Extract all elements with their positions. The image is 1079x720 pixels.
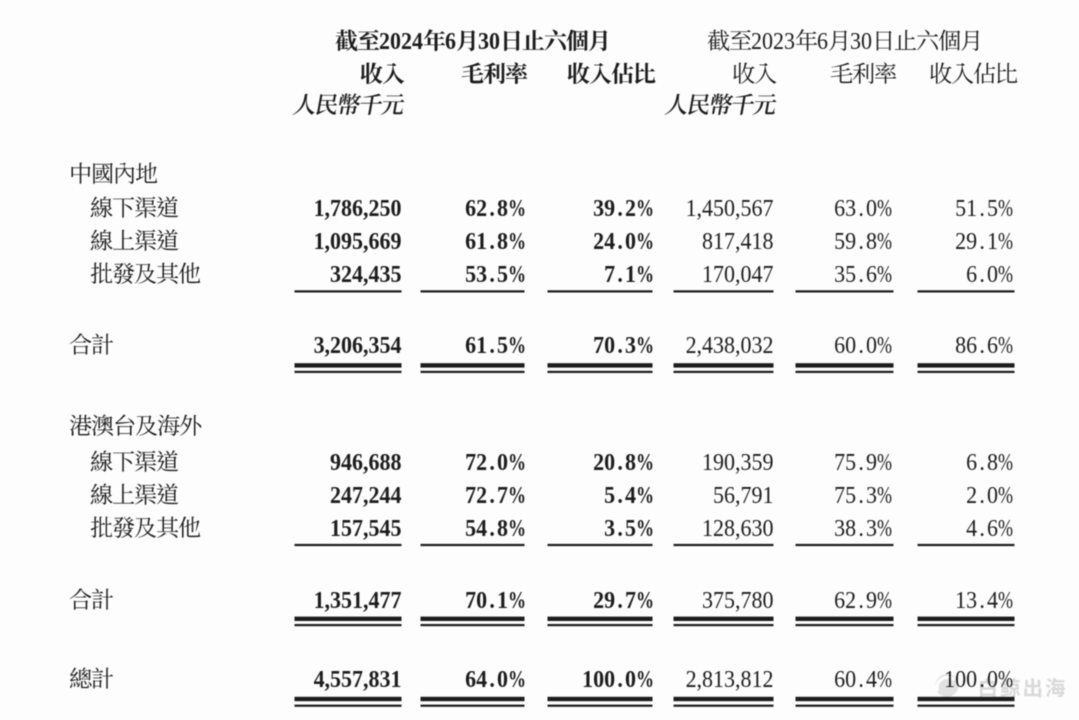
- svg-text:%: %: [508, 586, 526, 613]
- svg-text:72.7: 72.7: [465, 482, 508, 509]
- svg-text:%: %: [998, 586, 1013, 613]
- svg-text:%: %: [877, 260, 892, 287]
- svg-text:%: %: [636, 194, 654, 221]
- svg-text:%: %: [508, 331, 526, 358]
- svg-text:6.0: 6. 0: [966, 261, 998, 288]
- svg-text:2,813,812: 2,813,812: [686, 666, 774, 693]
- svg-text:1,351,477: 1,351,477: [314, 587, 402, 614]
- svg-text:%: %: [877, 481, 892, 508]
- svg-text:1,786,250: 1,786,250: [314, 195, 402, 222]
- svg-text:2024: 2024: [379, 28, 423, 55]
- svg-text:%: %: [998, 260, 1013, 287]
- svg-text:%: %: [998, 448, 1013, 475]
- svg-text:53.5: 53.5: [465, 261, 508, 288]
- svg-text:29.1: 29. 1: [955, 228, 998, 255]
- svg-text:%: %: [877, 665, 892, 692]
- svg-text:190,359: 190,359: [702, 449, 773, 476]
- svg-text:2023: 2023: [751, 28, 795, 55]
- svg-text:3,206,354: 3,206,354: [314, 332, 402, 359]
- svg-text:%: %: [636, 448, 654, 475]
- svg-text:5.4: 5. 4: [604, 482, 636, 509]
- svg-text:29.7: 29. 7: [593, 587, 636, 614]
- svg-text:%: %: [508, 448, 526, 475]
- svg-text:7.1: 7. 1: [604, 261, 636, 288]
- svg-text:817,418: 817,418: [702, 228, 773, 255]
- svg-text:324,435: 324,435: [330, 261, 401, 288]
- svg-text:%: %: [877, 586, 892, 613]
- svg-text:375,780: 375,780: [702, 587, 773, 614]
- svg-text:%: %: [636, 665, 654, 692]
- svg-text:%: %: [998, 665, 1013, 692]
- svg-text:60.4: 60. 4: [834, 666, 877, 693]
- svg-text:2,438,032: 2,438,032: [686, 332, 774, 359]
- svg-text:%: %: [877, 331, 892, 358]
- svg-text:60.0: 60. 0: [834, 332, 877, 359]
- svg-text:6: 6: [817, 28, 828, 55]
- svg-text:%: %: [636, 260, 654, 287]
- svg-text:%: %: [508, 227, 526, 254]
- svg-text:20.8: 20. 8: [593, 449, 636, 476]
- svg-text:62.8: 62.8: [465, 195, 508, 222]
- svg-text:38.3: 38. 3: [834, 515, 877, 542]
- svg-text:24.0: 24. 0: [593, 228, 636, 255]
- svg-text:86.6: 86. 6: [955, 332, 998, 359]
- svg-text:39.2: 39. 2: [593, 195, 636, 222]
- svg-text:%: %: [998, 227, 1013, 254]
- svg-text:3.5: 3. 5: [604, 515, 636, 542]
- svg-text:70.3: 70. 3: [593, 332, 636, 359]
- svg-text:51.5: 51. 5: [955, 195, 998, 222]
- svg-text:%: %: [998, 194, 1013, 221]
- svg-text:%: %: [636, 514, 654, 541]
- svg-text:100.0: 100. 0: [582, 666, 636, 693]
- svg-text:%: %: [636, 331, 654, 358]
- svg-text:62.9: 62. 9: [834, 587, 877, 614]
- svg-text:%: %: [998, 481, 1013, 508]
- svg-text:%: %: [998, 514, 1013, 541]
- svg-text:%: %: [636, 481, 654, 508]
- svg-text:6: 6: [445, 28, 456, 55]
- svg-text:%: %: [508, 194, 526, 221]
- svg-text:4,557,831: 4,557,831: [314, 666, 402, 693]
- svg-text:6.8: 6. 8: [966, 449, 998, 476]
- svg-text:4.6: 4. 6: [966, 515, 998, 542]
- svg-text:%: %: [636, 227, 654, 254]
- svg-text:%: %: [877, 448, 892, 475]
- svg-text:56,791: 56,791: [713, 482, 773, 509]
- svg-text:1,095,669: 1,095,669: [314, 228, 402, 255]
- svg-text:170,047: 170,047: [702, 261, 773, 288]
- svg-text:%: %: [508, 514, 526, 541]
- svg-text:59.8: 59. 8: [834, 228, 877, 255]
- svg-text:64.0: 64.0: [465, 666, 508, 693]
- svg-text:54.8: 54.8: [465, 515, 508, 542]
- svg-text:247,244: 247,244: [330, 482, 402, 509]
- svg-text:%: %: [877, 194, 892, 221]
- svg-text:2.0: 2. 0: [966, 482, 998, 509]
- svg-text:70.1: 70.1: [465, 587, 508, 614]
- svg-text:%: %: [877, 227, 892, 254]
- svg-text:%: %: [636, 586, 654, 613]
- svg-text:%: %: [998, 331, 1013, 358]
- svg-text:%: %: [508, 665, 526, 692]
- svg-text:1,450,567: 1,450,567: [686, 195, 774, 222]
- svg-text:30: 30: [478, 28, 500, 55]
- svg-text:157,545: 157,545: [330, 515, 401, 542]
- svg-text:61.5: 61.5: [465, 332, 508, 359]
- svg-text:%: %: [508, 260, 526, 287]
- svg-text:30: 30: [850, 28, 872, 55]
- svg-text:13.4: 13. 4: [955, 587, 998, 614]
- svg-text:%: %: [508, 481, 526, 508]
- svg-text:61.8: 61.8: [465, 228, 508, 255]
- svg-text:72.0: 72.0: [465, 449, 508, 476]
- svg-text:100.0: 100. 0: [944, 666, 998, 693]
- svg-text:%: %: [877, 514, 892, 541]
- svg-text:75.3: 75. 3: [834, 482, 877, 509]
- svg-text:128,630: 128,630: [702, 515, 773, 542]
- svg-text:63.0: 63. 0: [834, 195, 877, 222]
- svg-text:35.6: 35. 6: [834, 261, 877, 288]
- svg-text:75.9: 75. 9: [834, 449, 877, 476]
- svg-text:946,688: 946,688: [330, 449, 401, 476]
